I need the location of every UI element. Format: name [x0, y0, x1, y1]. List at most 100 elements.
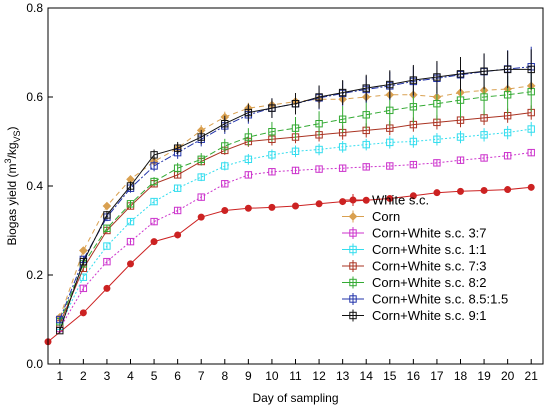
data-point — [173, 206, 182, 215]
data-point — [150, 151, 158, 159]
data-point — [174, 231, 182, 239]
legend-label: Corn+White s.c. 8:2 — [372, 275, 487, 290]
x-axis-title: Day of sampling — [252, 391, 338, 405]
data-point — [268, 168, 276, 176]
y-axis-title-sub: VS — [12, 130, 22, 142]
data-point — [173, 164, 182, 172]
data-point — [315, 200, 323, 208]
data-point — [150, 177, 158, 186]
data-point — [79, 309, 87, 317]
legend-item-7: Corn+White s.c. 8.5:1.5 — [342, 292, 508, 307]
data-point — [173, 144, 182, 152]
x-tick-label: 13 — [336, 369, 350, 383]
legend-item-5: Corn+White s.c. 7:3 — [342, 259, 487, 274]
data-point — [127, 260, 134, 268]
legend-item-4: Corn+White s.c. 1:1 — [342, 242, 487, 257]
data-point — [150, 238, 158, 246]
legend-item-1: White s.c. — [342, 193, 429, 208]
data-point — [197, 155, 205, 164]
legend-label: Corn+White s.c. 3:7 — [372, 226, 487, 241]
legend-marker — [348, 212, 358, 221]
data-point — [221, 206, 229, 214]
x-tick-label: 6 — [174, 369, 181, 383]
legend-label: Corn — [372, 209, 400, 224]
x-tick-label: 5 — [151, 369, 158, 383]
data-point — [527, 125, 535, 133]
x-tick-label: 4 — [127, 369, 134, 383]
data-point — [480, 131, 488, 139]
data-point — [79, 257, 88, 266]
series-8 — [56, 49, 535, 335]
x-tick-label: 12 — [312, 369, 326, 383]
legend-marker — [349, 278, 357, 287]
series-1 — [44, 183, 535, 346]
legend-marker — [349, 245, 357, 254]
data-point — [315, 165, 323, 173]
data-point — [221, 120, 229, 128]
data-point — [409, 76, 418, 84]
data-point — [386, 162, 394, 170]
data-point — [503, 65, 512, 74]
y-tick-label: 0.6 — [26, 90, 43, 104]
data-point — [103, 211, 111, 219]
x-tick-label: 2 — [80, 369, 87, 383]
data-point — [173, 184, 182, 192]
legend-marker — [349, 311, 357, 320]
y-tick-label: 0.4 — [26, 179, 43, 193]
data-point — [480, 93, 488, 101]
data-point — [527, 65, 535, 74]
legend-marker — [349, 262, 357, 270]
data-point — [456, 70, 465, 78]
data-point — [103, 242, 111, 250]
data-point — [197, 193, 205, 201]
data-point — [103, 224, 111, 232]
data-point — [433, 189, 441, 197]
x-tick-label: 20 — [501, 369, 515, 383]
data-point — [456, 156, 465, 164]
data-layer — [44, 46, 536, 346]
x-tick-label: 7 — [198, 369, 205, 383]
data-point — [386, 138, 394, 147]
y-axis-title-mid: /kg — [5, 142, 19, 158]
data-point — [150, 217, 158, 226]
data-point — [362, 111, 370, 119]
data-point — [244, 171, 253, 179]
data-point — [362, 140, 370, 149]
data-point — [433, 99, 441, 108]
data-point — [362, 196, 370, 204]
data-point — [197, 133, 205, 141]
data-point — [291, 147, 300, 155]
x-tick-label: 15 — [383, 369, 397, 383]
series-4 — [56, 121, 535, 330]
data-point — [291, 166, 300, 175]
data-point — [480, 154, 488, 162]
data-point — [362, 163, 370, 171]
x-tick-label: 19 — [477, 369, 491, 383]
data-point — [480, 186, 488, 194]
data-point — [386, 80, 394, 89]
data-point — [338, 115, 347, 123]
legend-label: Corn+White s.c. 1:1 — [372, 242, 487, 257]
data-point — [221, 142, 229, 150]
data-point — [56, 326, 64, 335]
y-axis-title-sup: 3 — [3, 158, 13, 163]
y-axis-title: Biogas yield (m3/kgVS) — [3, 126, 22, 245]
data-point — [480, 67, 488, 75]
data-point — [315, 93, 323, 101]
legend-marker — [349, 229, 357, 237]
x-tick-label: 8 — [221, 369, 228, 383]
x-tick-label: 17 — [430, 369, 444, 383]
data-point — [433, 135, 441, 143]
series-3 — [56, 148, 535, 333]
data-point — [79, 284, 88, 293]
data-point — [456, 133, 465, 141]
data-point — [291, 99, 300, 108]
legend-item-6: Corn+White s.c. 8:2 — [342, 275, 487, 290]
y-tick-label: 0.2 — [26, 268, 43, 282]
data-point — [79, 246, 88, 255]
x-tick-label: 9 — [245, 369, 252, 383]
data-point — [315, 120, 323, 128]
legend-item-3: Corn+White s.c. 3:7 — [342, 226, 487, 241]
legend-label: Corn+White s.c. 7:3 — [372, 259, 487, 274]
